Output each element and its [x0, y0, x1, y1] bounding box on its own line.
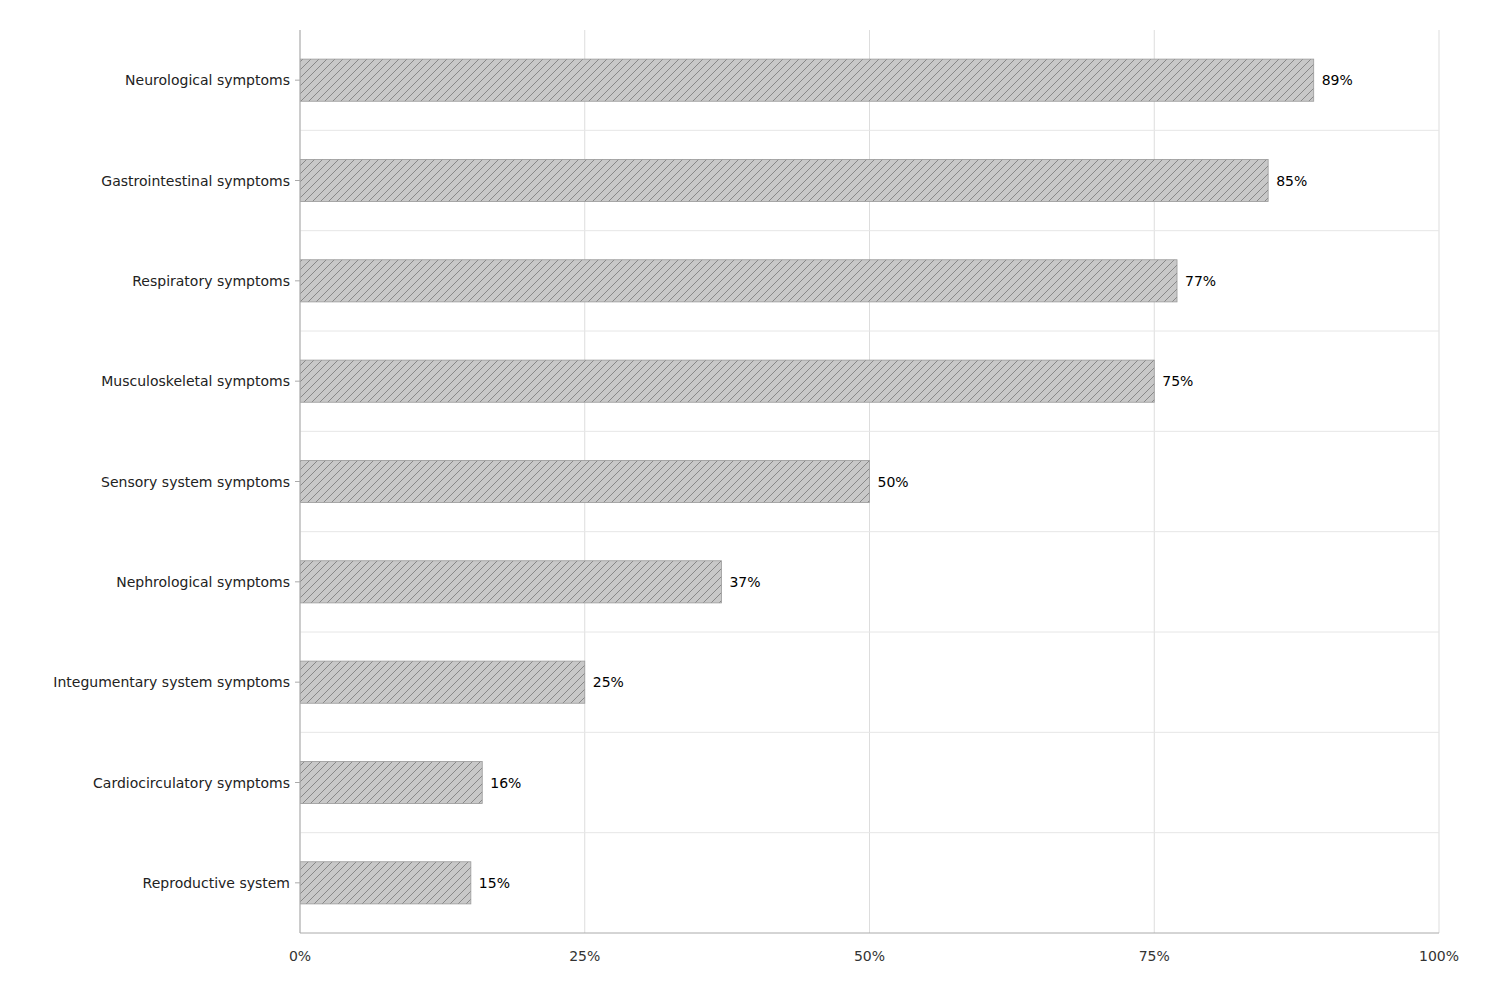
category-label: Cardiocirculatory symptoms	[93, 775, 290, 791]
y-tick	[295, 180, 300, 181]
y-tick	[295, 280, 300, 281]
bar	[300, 360, 1154, 402]
category-label: Sensory system symptoms	[101, 474, 290, 490]
bar	[300, 260, 1177, 302]
category-label: Integumentary system symptoms	[53, 674, 290, 690]
x-tick-label: 50%	[854, 948, 885, 964]
data-label: 85%	[1276, 173, 1307, 189]
separator	[300, 832, 1439, 833]
bar	[300, 761, 482, 803]
x-tick-label: 25%	[569, 948, 600, 964]
data-label: 77%	[1185, 273, 1216, 289]
data-label: 16%	[490, 775, 521, 791]
data-label: 15%	[479, 875, 510, 891]
y-tick	[295, 381, 300, 382]
category-label: Respiratory symptoms	[132, 273, 290, 289]
data-label: 37%	[729, 574, 760, 590]
bar	[300, 561, 721, 603]
bar	[300, 460, 870, 502]
data-label: 89%	[1322, 72, 1353, 88]
data-labels: 15% 16% 25% 37% 50% 75% 77% 85% 89%	[479, 72, 1353, 891]
x-axis-line	[300, 933, 1439, 934]
separator	[300, 230, 1439, 231]
x-tick-label: 100%	[1419, 948, 1459, 964]
axes: 0% 25% 50% 75% 100% Reproductive system Cardio…	[53, 30, 1459, 964]
category-label: Nephrological symptoms	[116, 574, 290, 590]
chart-container: 0% 25% 50% 75% 100% Reproductive system Cardio…	[0, 0, 1489, 993]
separator	[300, 331, 1439, 332]
separator	[300, 531, 1439, 532]
y-tick	[295, 80, 300, 81]
category-label: Musculoskeletal symptoms	[101, 373, 290, 389]
separator	[300, 130, 1439, 131]
bar	[300, 159, 1268, 201]
bar	[300, 661, 585, 703]
bar	[300, 862, 471, 904]
separator	[300, 431, 1439, 432]
y-tick	[295, 481, 300, 482]
separator	[300, 632, 1439, 633]
grid	[300, 30, 1439, 933]
data-label: 25%	[593, 674, 624, 690]
y-tick	[295, 782, 300, 783]
y-tick	[295, 882, 300, 883]
x-tick-label: 0%	[289, 948, 311, 964]
data-label: 50%	[878, 474, 909, 490]
category-label: Gastrointestinal symptoms	[101, 173, 290, 189]
separator	[300, 732, 1439, 733]
data-label: 75%	[1162, 373, 1193, 389]
y-tick	[295, 682, 300, 683]
bar	[300, 59, 1314, 101]
grid-line	[1439, 30, 1440, 933]
bars	[300, 59, 1314, 904]
category-label: Neurological symptoms	[125, 72, 290, 88]
plot-area: 0% 25% 50% 75% 100% Reproductive system Cardio…	[53, 30, 1459, 964]
separators	[300, 130, 1439, 832]
chart-svg: 0% 25% 50% 75% 100% Reproductive system Cardio…	[0, 0, 1489, 993]
y-tick	[295, 581, 300, 582]
x-tick-label: 75%	[1139, 948, 1170, 964]
category-label: Reproductive system	[143, 875, 290, 891]
